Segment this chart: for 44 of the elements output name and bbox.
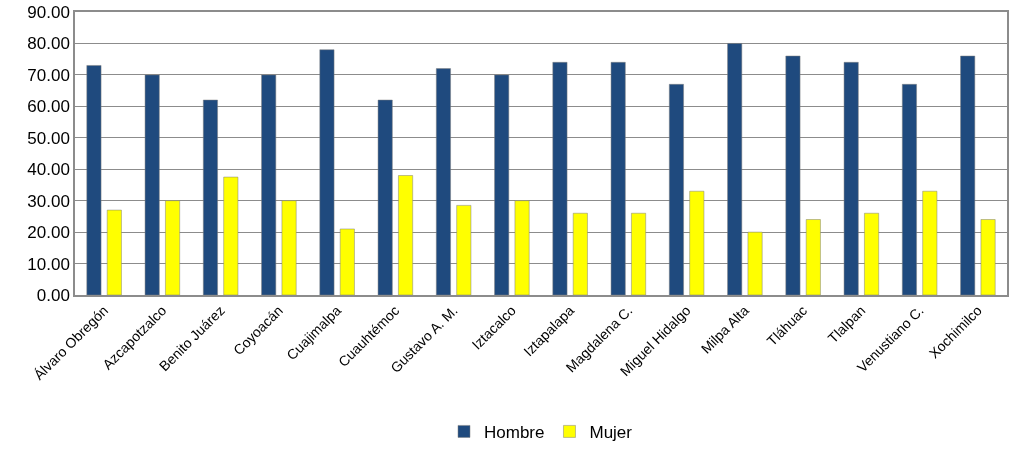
bar xyxy=(106,209,122,295)
y-tick-label: 20.00 xyxy=(27,223,70,243)
bar xyxy=(689,190,705,295)
bar xyxy=(785,55,801,295)
bar xyxy=(261,74,277,295)
bar xyxy=(805,219,821,295)
bar xyxy=(339,228,355,295)
y-tick-label: 90.00 xyxy=(27,2,70,22)
bar xyxy=(281,200,297,295)
bar xyxy=(436,68,451,295)
y-tick-label: 30.00 xyxy=(27,191,70,211)
bar xyxy=(631,212,646,295)
legend-label: Mujer xyxy=(589,423,633,443)
bar xyxy=(165,200,180,295)
bar xyxy=(223,176,239,295)
bar xyxy=(747,231,763,295)
bar xyxy=(727,43,743,295)
bar xyxy=(960,55,976,295)
y-tick-label: 60.00 xyxy=(27,97,70,117)
bar xyxy=(494,74,510,295)
bar xyxy=(144,74,160,295)
bar xyxy=(203,99,218,295)
bar xyxy=(864,212,879,295)
bar xyxy=(572,212,588,295)
bar xyxy=(86,65,102,295)
bar xyxy=(514,200,530,295)
y-tick-label: 80.00 xyxy=(27,34,70,54)
bar xyxy=(398,175,413,295)
bar xyxy=(669,84,684,295)
bar xyxy=(980,219,996,295)
y-tick-label: 70.00 xyxy=(27,65,70,85)
bar xyxy=(552,62,568,295)
bar xyxy=(319,49,335,295)
bar xyxy=(377,99,393,295)
bar xyxy=(610,62,626,295)
y-tick-label: 10.00 xyxy=(27,254,70,274)
bar xyxy=(843,62,859,295)
y-tick-label: 40.00 xyxy=(27,160,70,180)
bar xyxy=(456,205,472,295)
legend-label: Hombre xyxy=(484,423,545,443)
y-tick-label: 0.00 xyxy=(36,285,70,305)
bar xyxy=(922,190,938,295)
y-tick-label: 50.00 xyxy=(27,128,70,148)
bar xyxy=(902,84,917,295)
